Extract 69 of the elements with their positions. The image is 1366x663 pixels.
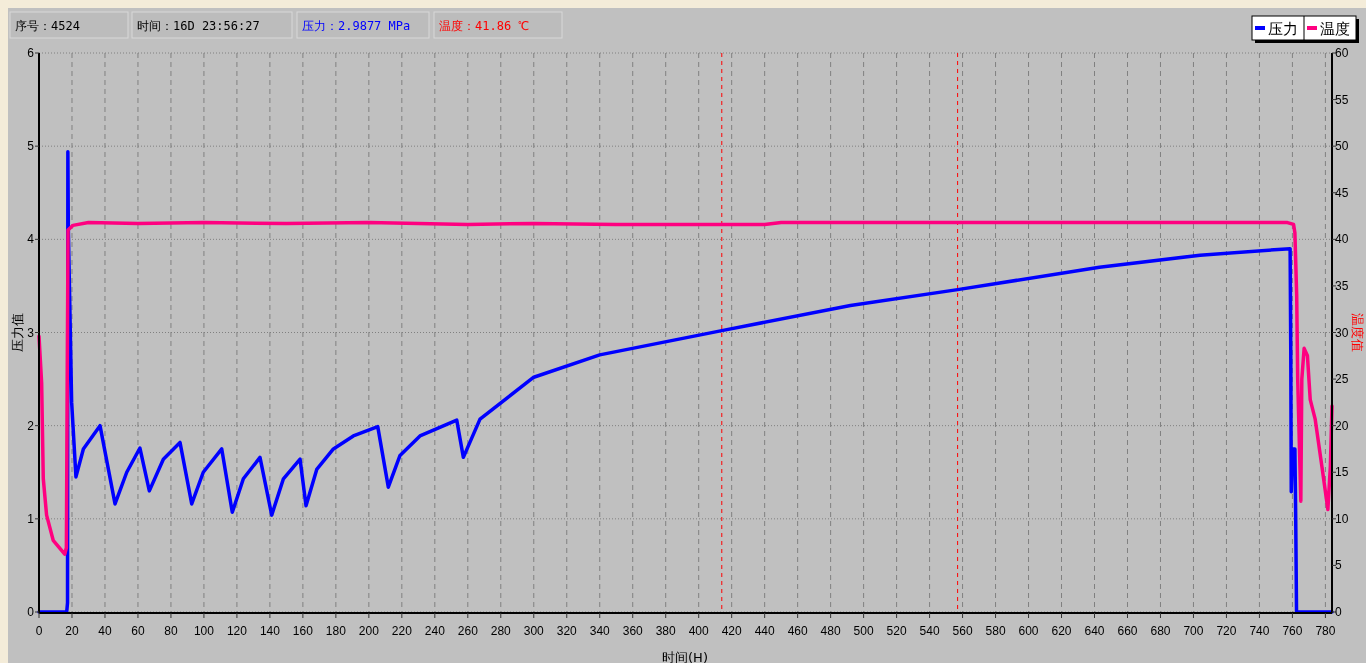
y2-tick-label: 0 xyxy=(1335,605,1342,619)
x-tick-label: 320 xyxy=(556,624,578,638)
y-tick-label: 2 xyxy=(27,418,35,433)
y2-tick-label: 15 xyxy=(1335,465,1349,480)
text: 压力：2.9877 MPa xyxy=(302,19,411,33)
y-tick-label: 0 xyxy=(27,605,35,619)
legend-label: 压力 xyxy=(1268,20,1298,38)
y2-tick-label: 35 xyxy=(1335,278,1349,293)
y-tick-label: 4 xyxy=(27,232,35,247)
y2-axis-title: 温度值 xyxy=(1350,313,1365,352)
x-tick-label: 60 xyxy=(131,624,145,638)
x-tick-label: 340 xyxy=(589,624,611,638)
x-tick-label: 520 xyxy=(886,624,907,638)
y2-tick-label: 45 xyxy=(1335,185,1349,200)
x-tick-label: 620 xyxy=(1051,624,1072,638)
text: 序号：4524 xyxy=(15,19,80,33)
line-series xyxy=(37,220,1334,556)
y2-tick-label: 50 xyxy=(1335,139,1349,154)
x-tick-label: 400 xyxy=(688,624,710,638)
x-tick-label: 160 xyxy=(292,624,314,638)
x-tick-label: 280 xyxy=(490,624,512,638)
x-tick-label: 560 xyxy=(952,624,973,638)
y-tick-label: 5 xyxy=(27,139,35,154)
x-tick-label: 240 xyxy=(424,624,446,638)
x-tick-label: 480 xyxy=(820,624,841,638)
x-tick-label: 100 xyxy=(193,624,215,638)
text: 时间：16D 23:56:27 xyxy=(137,19,260,33)
y2-tick-label: 10 xyxy=(1335,511,1349,526)
x-tick-label: 640 xyxy=(1084,624,1105,638)
x-tick-label: 440 xyxy=(754,624,775,638)
x-axis-title: 时间(H) xyxy=(662,650,708,663)
x-tick-label: 500 xyxy=(853,624,874,638)
y2-tick-label: 55 xyxy=(1335,92,1349,107)
x-tick-label: 680 xyxy=(1150,624,1171,638)
y-axis-title: 压力值 xyxy=(10,313,25,352)
x-tick-label: 200 xyxy=(358,624,380,638)
x-tick-label: 40 xyxy=(98,624,112,638)
y2-tick-label: 30 xyxy=(1335,325,1349,340)
text: 温度：41.86 ℃ xyxy=(439,19,530,33)
x-tick-label: 20 xyxy=(65,624,79,638)
x-tick-label: 540 xyxy=(919,624,940,638)
x-tick-label: 740 xyxy=(1249,624,1270,638)
y2-tick-label: 5 xyxy=(1335,558,1342,573)
y-tick-label: 3 xyxy=(27,325,35,340)
x-tick-label: 720 xyxy=(1216,624,1237,638)
legend-label: 温度 xyxy=(1320,20,1350,38)
x-tick-label: 420 xyxy=(721,624,743,638)
x-tick-label: 460 xyxy=(787,624,808,638)
x-tick-label: 380 xyxy=(655,624,677,638)
x-tick-label: 120 xyxy=(226,624,248,638)
x-tick-label: 660 xyxy=(1117,624,1138,638)
x-tick-label: 700 xyxy=(1183,624,1204,638)
y2-tick-label: 40 xyxy=(1335,232,1349,247)
y2-tick-label: 20 xyxy=(1335,418,1349,433)
y-tick-label: 1 xyxy=(27,511,35,526)
y-tick-label: 6 xyxy=(27,46,35,60)
x-tick-label: 260 xyxy=(457,624,479,638)
x-tick-label: 600 xyxy=(1018,624,1039,638)
x-tick-label: 180 xyxy=(325,624,347,638)
x-tick-label: 360 xyxy=(622,624,644,638)
x-tick-label: 580 xyxy=(985,624,1006,638)
x-tick-label: 300 xyxy=(523,624,545,638)
x-tick-label: 760 xyxy=(1282,624,1303,638)
x-tick-label: 140 xyxy=(259,624,281,638)
y2-tick-label: 60 xyxy=(1335,46,1349,60)
y2-tick-label: 25 xyxy=(1335,372,1349,387)
x-tick-label: 780 xyxy=(1315,624,1336,638)
x-tick-label: 220 xyxy=(391,624,413,638)
x-tick-label: 80 xyxy=(164,624,178,638)
